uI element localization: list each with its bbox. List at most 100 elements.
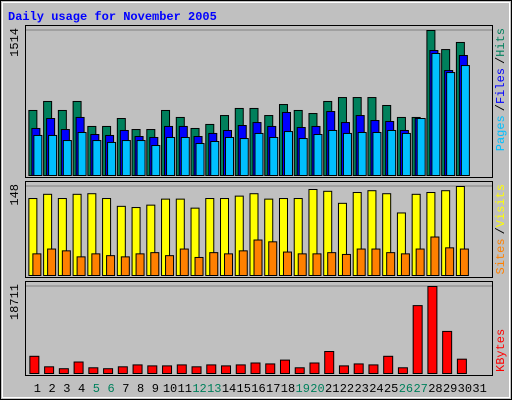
bar [162,365,173,375]
bar [47,248,57,277]
bar [150,252,160,277]
bar [446,72,456,176]
y-tick-label: 18711 [8,284,22,320]
legend: Sites /Visits [494,184,508,274]
x-tick-label: 23 [354,382,368,396]
x-tick-label: 22 [340,382,354,396]
bar [91,253,101,276]
bar [194,256,204,277]
x-tick-label: 4 [78,382,85,396]
bar [383,355,394,374]
x-tick-label: 2 [49,382,56,396]
x-tick-label: 24 [369,382,383,396]
bar [415,248,425,277]
bar [371,248,381,277]
bar [341,253,351,276]
bar [253,239,263,276]
x-tick-label: 11 [178,382,192,396]
bar [400,253,410,276]
bar [445,247,455,277]
y-tick-label: 148 [8,184,22,206]
y-tick-label: 1514 [8,28,22,57]
legend-separator: / [494,104,508,111]
legend: Pages/Files/Hits [494,28,508,151]
bar [430,236,440,277]
legend-entry: KBytes [494,329,508,372]
bar [88,367,99,375]
bar [412,305,423,375]
bar [73,361,84,375]
x-tick-label: 20 [310,382,324,396]
bar [176,364,187,374]
legend-entry: Pages [494,115,508,151]
x-tick-label: 31 [472,382,486,396]
bar [386,252,396,277]
bar [179,248,189,277]
bar [368,364,379,374]
bar [135,253,145,276]
x-tick-label: 1 [34,382,41,396]
bar [147,365,158,375]
x-tick-label: 14 [222,382,236,396]
bar [61,250,71,276]
legend-separator: / [494,57,508,64]
bar [324,351,335,374]
bar [357,131,367,176]
bar [397,367,408,375]
x-tick-label: 6 [107,382,114,396]
bar [356,248,366,277]
legend-entry: Hits [494,28,508,57]
chart-title: Daily usage for November 2005 [8,10,217,24]
x-tick-label: 5 [93,382,100,396]
bar [265,363,276,375]
bar [427,286,438,374]
x-tick-label: 25 [384,382,398,396]
bar [298,138,308,177]
x-tick-label: 13 [207,382,221,396]
bar [294,367,305,375]
bar [92,140,102,177]
bar [225,136,235,177]
bar [372,131,382,176]
bar [456,358,467,375]
bar [387,129,397,176]
bar [254,132,264,177]
bar [121,140,131,177]
bar [132,364,143,374]
bar [120,256,130,276]
x-tick-label: 9 [152,382,159,396]
bar [32,253,42,276]
bar [29,355,40,374]
bar [460,65,470,176]
bar [62,140,72,177]
bar [442,330,453,374]
bar [327,252,337,277]
x-tick-label: 19 [296,382,310,396]
bar [107,141,117,176]
bar [238,250,248,276]
legend-entry: Files [494,68,508,104]
bar [431,52,441,177]
bar [165,255,175,277]
bar [180,136,190,177]
bar [48,134,58,177]
bar [76,256,86,276]
bar [210,141,220,176]
bar [282,251,292,277]
x-tick-label: 30 [458,382,472,396]
x-tick-label: 3 [63,382,70,396]
bar [235,364,246,374]
bar [283,131,293,176]
x-tick-label: 10 [163,382,177,396]
bar [459,248,469,277]
bar [328,129,338,176]
x-tick-label: 29 [443,382,457,396]
bar [297,253,307,276]
bar [309,362,320,374]
bar [353,363,364,375]
legend: KBytes [494,329,508,372]
x-tick-label: 8 [137,382,144,396]
bar [312,253,322,276]
